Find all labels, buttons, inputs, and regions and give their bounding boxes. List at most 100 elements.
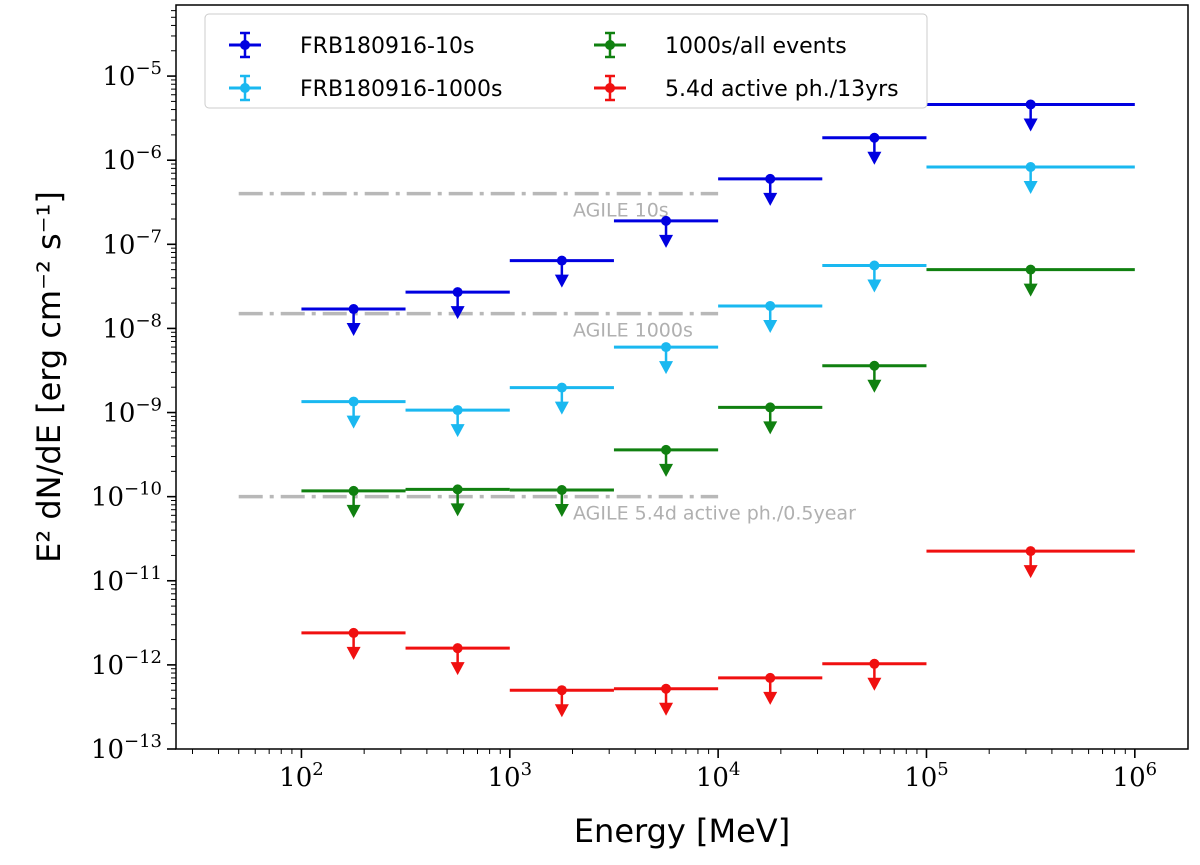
series-3-limit-arrow-3 [659, 702, 674, 716]
y-tick-label-5: 10−8 [102, 310, 162, 344]
legend-frame [204, 13, 928, 109]
series-1 [301, 162, 1135, 438]
plot-frame [175, 4, 1189, 750]
x-axis-ticks: 102 103 104 105 106 [191, 749, 1158, 793]
y-axis-title: E² dN/dE [erg cm⁻² s⁻¹] [30, 191, 68, 563]
reference-line-label-0: AGILE 10s [573, 200, 669, 222]
legend-entries: FRB180916-10s FRB180916-1000s 1000s/all ev… [229, 31, 899, 102]
series-3-point-1 [452, 643, 463, 654]
series-0-point-4 [765, 173, 776, 184]
series-1-limit-arrow-3 [659, 361, 674, 375]
reference-line-label-1: AGILE 1000s [573, 320, 693, 342]
series-3-limit-arrow-0 [346, 646, 361, 660]
series-0-point-2 [556, 255, 567, 266]
series-2-limit-arrow-5 [867, 379, 882, 393]
legend-label-1: FRB180916-1000s [300, 77, 502, 102]
series-0-point-5 [869, 132, 880, 143]
x-tick-label-4: 106 [1113, 759, 1158, 793]
series-3-point-0 [348, 627, 359, 638]
series-3-limit-arrow-5 [867, 677, 882, 691]
y-tick-label-1: 10−12 [91, 647, 162, 681]
series-3-limit-arrow-6 [1023, 565, 1038, 579]
series-1-point-0 [348, 396, 359, 407]
series-2-limit-arrow-2 [554, 503, 569, 517]
legend-marker-point-1 [240, 83, 250, 93]
y-tick-label-0: 10−13 [91, 731, 162, 765]
legend-entry-1: FRB180916-1000s [229, 74, 502, 102]
series-0-limit-arrow-5 [867, 151, 882, 165]
legend-entry-0: FRB180916-10s [229, 31, 474, 59]
series-2-point-2 [556, 484, 567, 495]
x-tick-label-0: 102 [279, 759, 324, 793]
series-3-point-4 [765, 672, 776, 683]
legend-entry-2: 1000s/all events [594, 31, 847, 59]
series-0-limit-arrow-2 [554, 274, 569, 288]
series-1-limit-arrow-0 [346, 415, 361, 429]
series-0-limit-arrow-3 [659, 234, 674, 248]
series-1-limit-arrow-5 [867, 279, 882, 293]
series-2-limit-arrow-3 [659, 463, 674, 477]
y-tick-label-2: 10−11 [91, 563, 162, 597]
series-1-point-5 [869, 260, 880, 271]
x-tick-label-1: 103 [488, 759, 533, 793]
series-2-limit-arrow-4 [763, 421, 778, 435]
series-1-limit-arrow-4 [763, 319, 778, 333]
series-3-limit-arrow-2 [554, 704, 569, 718]
reference-line-label-2: AGILE 5.4d active ph./0.5year [573, 503, 856, 525]
series-1-limit-arrow-1 [450, 424, 465, 438]
legend-marker-point-2 [605, 40, 615, 50]
series-2-point-6 [1025, 264, 1036, 275]
series-2-limit-arrow-6 [1023, 283, 1038, 297]
x-tick-label-2: 104 [696, 759, 741, 793]
legend: FRB180916-10s FRB180916-1000s 1000s/all ev… [204, 13, 928, 109]
legend-entry-3: 5.4d active ph./13yrs [594, 74, 899, 102]
series-1-limit-arrow-6 [1023, 181, 1038, 195]
x-tick-label-3: 105 [904, 759, 949, 793]
legend-label-2: 1000s/all events [665, 34, 847, 59]
series-0-point-0 [348, 304, 359, 315]
series-2-limit-arrow-1 [450, 503, 465, 517]
y-tick-label-7: 10−6 [102, 142, 162, 176]
series-2-point-4 [765, 402, 776, 413]
series-2-point-3 [661, 444, 672, 455]
series-2-point-0 [348, 485, 359, 496]
series-0-point-6 [1025, 99, 1036, 110]
y-axis-ticks: 10−13 10−12 10−11 10−10 10−9 10−8 10−7 10−6 10−5 [91, 10, 176, 765]
series-1-point-3 [661, 342, 672, 353]
series-0-limit-arrow-1 [450, 306, 465, 320]
series-1-point-2 [556, 382, 567, 393]
legend-marker-point-3 [605, 83, 615, 93]
series-3-point-5 [869, 658, 880, 669]
series-2-point-5 [869, 360, 880, 371]
legend-label-0: FRB180916-10s [300, 34, 474, 59]
series-2 [301, 264, 1135, 518]
series-3-point-3 [661, 683, 672, 694]
series-1-limit-arrow-2 [554, 401, 569, 415]
y-tick-label-8: 10−5 [102, 58, 162, 92]
series-2-point-1 [452, 484, 463, 495]
reference-lines: AGILE 10s AGILE 1000s AGILE 5.4d active ph… [238, 191, 856, 525]
series-3-limit-arrow-4 [763, 691, 778, 705]
series-0-limit-arrow-6 [1023, 118, 1038, 132]
series-1-point-1 [452, 405, 463, 416]
series-0-point-1 [452, 287, 463, 298]
series-0-point-3 [661, 215, 672, 226]
series-0-limit-arrow-4 [763, 192, 778, 206]
series-0 [301, 99, 1135, 337]
y-tick-label-6: 10−7 [102, 226, 162, 260]
series-3-point-2 [556, 685, 567, 696]
series-0-limit-arrow-0 [346, 323, 361, 337]
legend-label-3: 5.4d active ph./13yrs [665, 77, 899, 102]
y-tick-label-3: 10−10 [91, 479, 162, 513]
series-3-limit-arrow-1 [450, 662, 465, 676]
legend-marker-point-0 [240, 40, 250, 50]
x-axis-title: Energy [MeV] [574, 812, 790, 850]
y-tick-label-4: 10−9 [102, 395, 162, 429]
data-series [301, 99, 1135, 718]
series-1-point-4 [765, 300, 776, 311]
series-2-limit-arrow-0 [346, 504, 361, 518]
series-3 [301, 546, 1135, 718]
series-1-point-6 [1025, 162, 1036, 173]
series-3-point-6 [1025, 546, 1036, 557]
